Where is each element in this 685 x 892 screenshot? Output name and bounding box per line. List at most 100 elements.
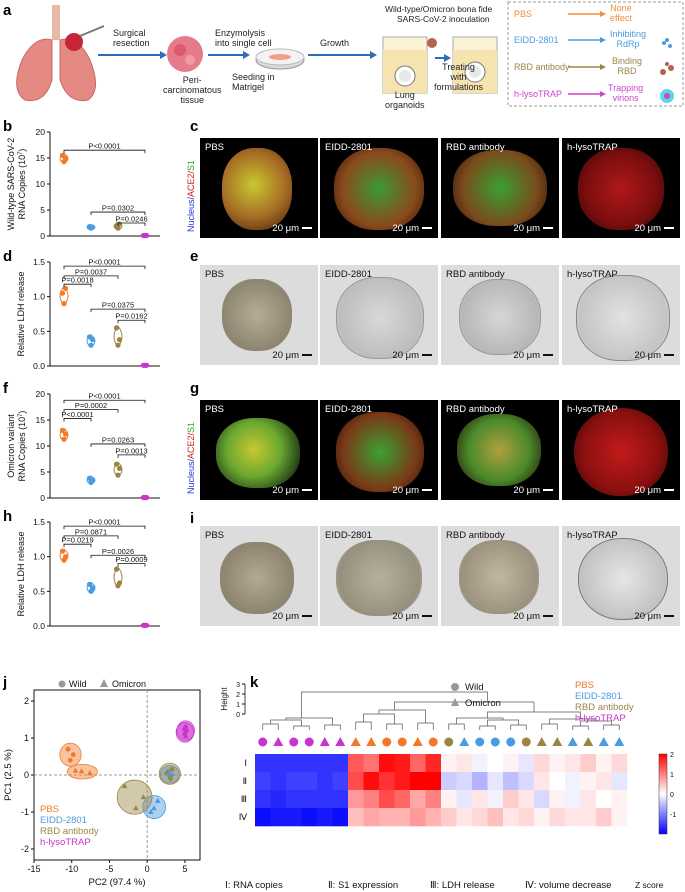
group-legend-RBD antibody: RBD antibody (575, 702, 634, 713)
data-point (89, 337, 96, 343)
heatmap-cell (441, 772, 457, 791)
heatmap-cell (487, 790, 504, 809)
pca-point-wild (65, 746, 71, 752)
legend-wild-label: Wild (69, 679, 87, 689)
p-value-label: P=0.0013 (115, 446, 147, 455)
heatmap-cell (317, 790, 333, 809)
heatmap-cell (472, 754, 488, 773)
legend-pbs-effect: None effect (610, 3, 632, 23)
heatmap-cell (580, 772, 597, 791)
heatmap-cell (255, 754, 271, 773)
fluor-axis-label-c: Nucleus/ACE2/S1 (186, 159, 196, 232)
heatmap-cell (456, 790, 473, 809)
heatmap-cell (472, 772, 488, 791)
heatmap-cell (565, 754, 581, 773)
x-tick-label: -10 (65, 864, 78, 874)
column-marker-omicron (583, 737, 594, 746)
significance-bracket (63, 409, 119, 413)
y-tick-label: 1.0 (33, 292, 45, 302)
panel-label-j: j (3, 674, 8, 691)
heatmap-cell (611, 772, 628, 791)
y-label-line: Relative LDH release (16, 271, 26, 356)
chart-d: 0.0 0.5 1.0 1.5 Relative LDH release P<0.0001… (16, 257, 160, 371)
column-marker-omicron (366, 737, 377, 746)
column-marker-omicron (614, 737, 625, 746)
image-c-pbs: PBS 20 μm (200, 138, 318, 238)
dendro-branch (448, 711, 620, 730)
legend-wild-label: Wild (465, 682, 483, 693)
heatmap-cell (270, 808, 287, 827)
heatmap-cell (317, 772, 333, 791)
significance-bracket (90, 554, 146, 559)
heatmap-cell (456, 754, 473, 773)
y-tick-label: 5 (40, 467, 45, 477)
row-caption: Ⅲ: LDH release (430, 880, 495, 891)
row-label: Ⅱ (243, 776, 247, 786)
group-ellipse (116, 779, 153, 815)
heatmap-cell (518, 790, 535, 809)
panel-label-b: b (3, 118, 13, 135)
row-label: Ⅰ (244, 758, 247, 768)
heatmap-cell (270, 772, 287, 791)
data-point (143, 232, 150, 239)
heatmap-cell (534, 754, 550, 773)
significance-bracket (63, 399, 146, 404)
heatmap-cell (317, 808, 333, 827)
heatmap-cell (534, 808, 550, 827)
pca-point-omicron (140, 794, 147, 800)
dendro-branch (355, 709, 434, 730)
heatmap-cell (472, 808, 488, 827)
p-value-label: P=0.0026 (102, 547, 134, 556)
group-legend-h-lysoTRAP: h-lysoTRAP (575, 713, 626, 724)
heatmap-cell (410, 808, 426, 827)
p-value-label: P=0.0263 (102, 435, 134, 444)
legend-pbs: PBS (514, 9, 533, 19)
pca-point-omicron (148, 808, 154, 814)
treat-label: Treating with formulations (434, 62, 484, 92)
data-point (115, 225, 121, 231)
data-point (115, 342, 121, 348)
chart-h: 0.0 0.5 1.0 1.5 Relative LDH release P<0.0001… (16, 517, 160, 631)
dendrogram (262, 691, 620, 730)
y-label-line: Omicron variant (6, 414, 16, 478)
column-marker-wild (506, 737, 516, 747)
y-tick-label: 0.5 (33, 586, 45, 596)
chart-f: 0 5 10 15 20 Omicron variant RNA Copies (107) P… (6, 389, 160, 503)
legend-rbd-effect: Binding RBD (612, 56, 643, 76)
column-marker-wild (304, 737, 314, 747)
column-marker-wild (444, 737, 454, 747)
heatmap-cell (255, 808, 271, 827)
heatmap-cell (503, 808, 519, 827)
significance-bracket (90, 308, 146, 313)
y-tick-label: -1 (21, 807, 29, 817)
significance-bracket (117, 319, 146, 324)
pca-point-wild (70, 752, 76, 758)
group-legend-RBD antibody: RBD antibody (40, 826, 99, 837)
legend-wild-marker (58, 680, 66, 688)
heatmap-cell (348, 808, 364, 827)
panel-label-a: a (3, 2, 12, 19)
heatmap-cell (379, 790, 395, 809)
inoculation-header-2: SARS-CoV-2 inoculation (397, 14, 490, 24)
step-enzymolysis: Enzymolysis into single cell (215, 28, 272, 48)
pca-point-omicron (182, 729, 188, 735)
column-marker-wild (428, 737, 438, 747)
heatmap-cell (425, 790, 442, 809)
heatmap-cell (379, 808, 395, 827)
y-tick-label: 10 (36, 179, 46, 189)
pca-point-wild (164, 770, 170, 776)
data-point (113, 325, 120, 331)
height-label-group: Height (220, 687, 229, 711)
heatmap-cell (441, 790, 457, 809)
heatmap-cell (565, 772, 581, 791)
significance-bracket (63, 275, 119, 279)
data-point (62, 554, 69, 560)
row-label: Ⅳ (239, 812, 248, 822)
image-c-rbd: RBD antibody 20 μm (441, 138, 559, 238)
heatmap-cell (363, 790, 380, 809)
p-value-label: P=0.0302 (102, 204, 134, 213)
heatmap-cell (348, 754, 364, 773)
heatmap-cell (394, 790, 411, 809)
heatmap-cell (487, 772, 504, 791)
